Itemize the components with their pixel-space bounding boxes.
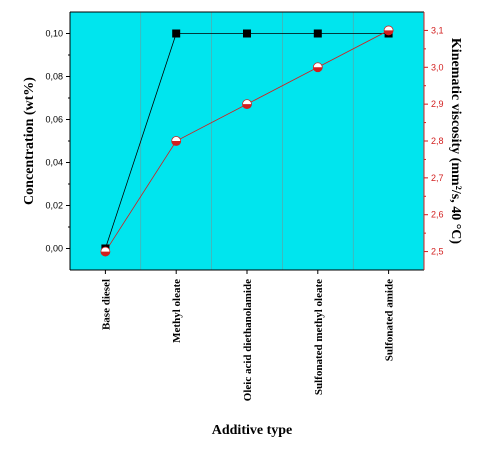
data-point-half-circle [171, 136, 182, 146]
x-axis-title: Additive type [212, 423, 293, 438]
data-point-half-circle [100, 246, 111, 257]
right-axis-title: Kinematic viscosity (mm²/s, 40 °C) [448, 38, 463, 244]
data-point-square [172, 29, 181, 38]
plot-area [70, 12, 424, 270]
x-tick-label: Sulfonated amide [384, 279, 396, 361]
x-tick-label: Methyl oleate [171, 279, 183, 343]
right-tick-label: 2,6 [431, 210, 444, 220]
right-tick-label: 3,0 [431, 62, 444, 72]
left-tick-label: 0,10 [45, 29, 63, 39]
data-point-half-circle [383, 25, 394, 36]
left-tick-label: 0,00 [45, 244, 63, 254]
left-tick-label: 0,02 [45, 201, 63, 211]
data-point-half-circle [312, 62, 323, 73]
right-tick-label: 2,5 [431, 247, 444, 257]
left-tick-label: 0,04 [45, 158, 63, 168]
right-tick-label: 2,7 [431, 173, 444, 183]
data-point-square [243, 29, 251, 38]
data-point-half-circle [242, 99, 252, 110]
left-y-axis: 0,00 0,02 0,04 0,06 0,08 0,10 [45, 29, 70, 254]
left-tick-label: 0,08 [45, 72, 63, 82]
x-tick-label: Oleic acid diethanolamide [242, 279, 254, 401]
x-axis: Base diesel Methyl oleate Oleic acid dieth… [100, 270, 396, 401]
right-tick-label: 2,9 [431, 99, 444, 109]
data-point-square [313, 29, 322, 38]
x-tick-label: Base diesel [100, 279, 112, 330]
series-layer [100, 25, 394, 257]
right-tick-label: 2,8 [431, 136, 444, 146]
right-tick-label: 3,1 [431, 25, 444, 35]
right-y-axis: 2,5 2,6 2,7 2,8 2,9 3,0 3,1 [424, 25, 444, 257]
left-tick-label: 0,06 [45, 115, 63, 125]
left-axis-title: Concentration (wt%) [22, 77, 37, 205]
x-tick-label: Sulfonated methyl oleate [313, 279, 325, 395]
